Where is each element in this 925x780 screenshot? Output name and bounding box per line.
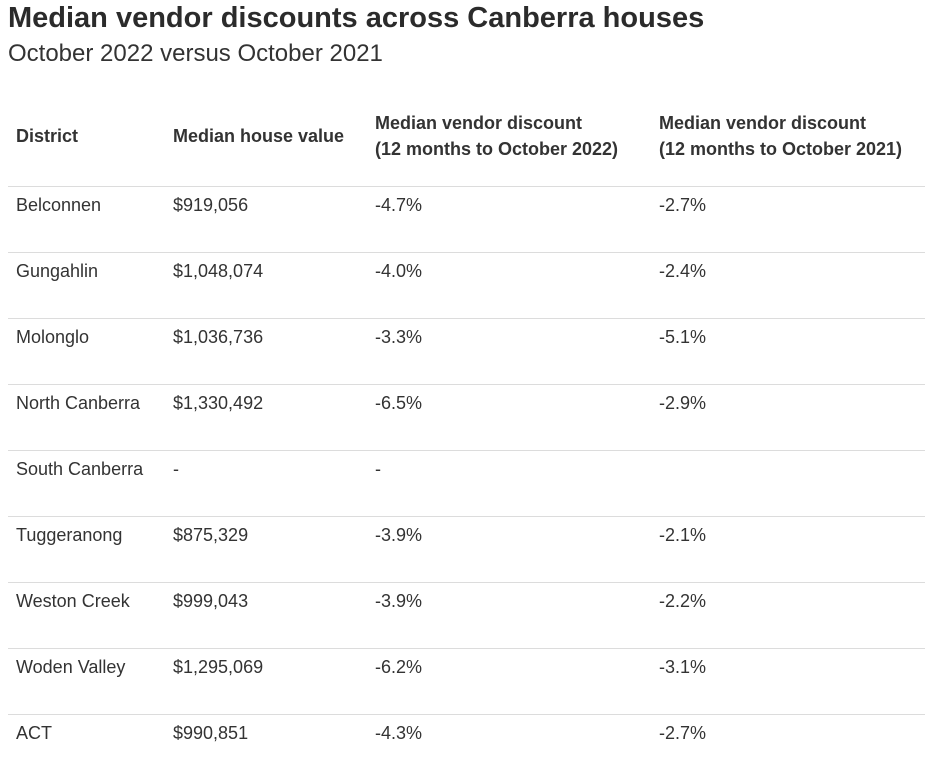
cell-house-value: $919,056	[165, 187, 367, 253]
header-line: (12 months to October 2022)	[375, 136, 651, 162]
cell-house-value: $990,851	[165, 715, 367, 780]
cell-house-value: -	[165, 451, 367, 517]
header-district: District	[8, 86, 165, 187]
cell-district: Gungahlin	[8, 253, 165, 319]
cell-discount-2022: -3.3%	[367, 319, 651, 385]
table-row: Woden Valley $1,295,069 -6.2% -3.1%	[8, 649, 925, 715]
header-line: Median house value	[173, 123, 367, 149]
cell-discount-2021: -5.1%	[651, 319, 925, 385]
cell-house-value: $1,036,736	[165, 319, 367, 385]
cell-discount-2022: -4.7%	[367, 187, 651, 253]
cell-discount-2021: -2.7%	[651, 187, 925, 253]
data-table: District Median house value Median vendo…	[8, 86, 925, 780]
table-row: Gungahlin $1,048,074 -4.0% -2.4%	[8, 253, 925, 319]
cell-house-value: $875,329	[165, 517, 367, 583]
cell-discount-2022: -6.2%	[367, 649, 651, 715]
header-line: Median vendor discount	[375, 110, 651, 136]
table-row: Weston Creek $999,043 -3.9% -2.2%	[8, 583, 925, 649]
header-line: District	[16, 123, 165, 149]
cell-district: South Canberra	[8, 451, 165, 517]
cell-house-value: $1,330,492	[165, 385, 367, 451]
table-row: Tuggeranong $875,329 -3.9% -2.1%	[8, 517, 925, 583]
header-discount-2022: Median vendor discount (12 months to Oct…	[367, 86, 651, 187]
cell-district: Tuggeranong	[8, 517, 165, 583]
cell-district: North Canberra	[8, 385, 165, 451]
cell-discount-2021: -3.1%	[651, 649, 925, 715]
cell-district: Woden Valley	[8, 649, 165, 715]
cell-discount-2022: -3.9%	[367, 517, 651, 583]
cell-house-value: $1,295,069	[165, 649, 367, 715]
cell-discount-2022: -	[367, 451, 651, 517]
cell-discount-2021	[651, 451, 925, 517]
table-row: North Canberra $1,330,492 -6.5% -2.9%	[8, 385, 925, 451]
chart-subtitle: October 2022 versus October 2021	[8, 38, 383, 70]
header-row: District Median house value Median vendo…	[8, 86, 925, 187]
cell-discount-2022: -4.3%	[367, 715, 651, 780]
table-row: South Canberra - -	[8, 451, 925, 517]
cell-discount-2021: -2.2%	[651, 583, 925, 649]
cell-district: ACT	[8, 715, 165, 780]
cell-district: Weston Creek	[8, 583, 165, 649]
table-row: ACT $990,851 -4.3% -2.7%	[8, 715, 925, 780]
cell-district: Belconnen	[8, 187, 165, 253]
cell-discount-2022: -3.9%	[367, 583, 651, 649]
cell-discount-2021: -2.9%	[651, 385, 925, 451]
cell-discount-2021: -2.1%	[651, 517, 925, 583]
table-row: Molonglo $1,036,736 -3.3% -5.1%	[8, 319, 925, 385]
header-line: (12 months to October 2021)	[659, 136, 925, 162]
cell-district: Molonglo	[8, 319, 165, 385]
cell-discount-2022: -4.0%	[367, 253, 651, 319]
header-discount-2021: Median vendor discount (12 months to Oct…	[651, 86, 925, 187]
cell-discount-2022: -6.5%	[367, 385, 651, 451]
cell-house-value: $1,048,074	[165, 253, 367, 319]
table-body: Belconnen $919,056 -4.7% -2.7% Gungahlin…	[8, 187, 925, 780]
cell-discount-2021: -2.4%	[651, 253, 925, 319]
header-line: Median vendor discount	[659, 110, 925, 136]
cell-house-value: $999,043	[165, 583, 367, 649]
table-row: Belconnen $919,056 -4.7% -2.7%	[8, 187, 925, 253]
header-median-house-value: Median house value	[165, 86, 367, 187]
cell-discount-2021: -2.7%	[651, 715, 925, 780]
chart-title: Median vendor discounts across Canberra …	[8, 0, 704, 36]
